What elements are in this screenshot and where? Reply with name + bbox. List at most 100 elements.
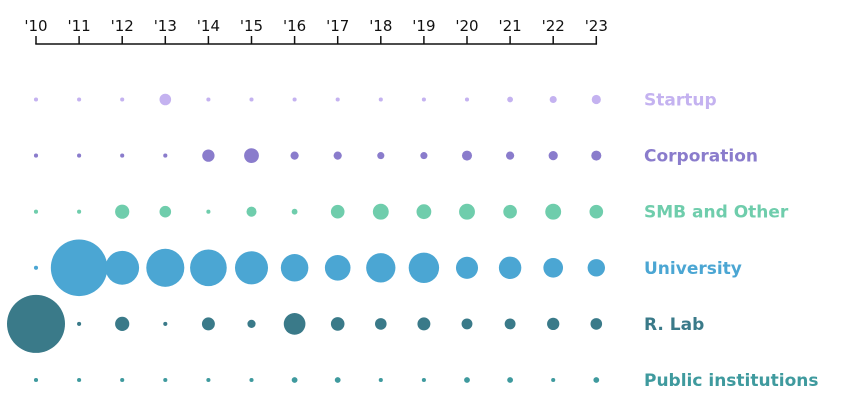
bubble (146, 248, 185, 287)
bubble (548, 151, 558, 161)
series-row: University (33, 239, 742, 297)
bubble (249, 377, 254, 383)
x-tick-label: '15 (240, 17, 263, 35)
bubble (375, 318, 387, 330)
bubble (206, 377, 211, 383)
bubble (246, 206, 257, 217)
bubble (206, 97, 211, 102)
bubble (77, 209, 82, 214)
series-row: Corporation (33, 147, 758, 167)
series-label: Public institutions (644, 371, 818, 391)
bubble (163, 377, 168, 383)
bubble (7, 294, 65, 353)
x-tick-label: '22 (542, 17, 565, 35)
bubble (163, 321, 168, 326)
bubble (333, 151, 342, 160)
bubble (507, 377, 513, 383)
bubble (77, 377, 82, 383)
bubble (291, 377, 298, 383)
bubble (105, 250, 140, 285)
bubble (366, 253, 396, 283)
bubble (506, 151, 515, 160)
x-tick-label: '10 (24, 17, 47, 35)
bubble (421, 377, 426, 383)
bubble (120, 377, 125, 383)
bubble (159, 205, 172, 218)
bubble (593, 377, 600, 383)
bubble (33, 209, 39, 214)
bubble (551, 377, 556, 383)
series-label: Corporation (644, 147, 758, 167)
bubble (503, 204, 517, 219)
x-tick-label: '18 (369, 17, 392, 35)
bubble (247, 319, 256, 328)
bubble (291, 208, 298, 215)
bubble (77, 97, 82, 102)
bubble (417, 317, 431, 331)
bubble (591, 94, 601, 105)
x-tick-label: '13 (154, 17, 177, 35)
bubble (77, 321, 82, 326)
bubble (206, 209, 211, 214)
bubble (324, 254, 351, 281)
series-row: SMB and Other (33, 203, 789, 223)
x-tick-label: '23 (585, 17, 608, 35)
x-tick-label: '12 (111, 17, 134, 35)
bubble (33, 377, 39, 383)
bubble (378, 97, 383, 102)
bubble (416, 204, 432, 220)
x-tick-label: '17 (326, 17, 349, 35)
series-label: R. Lab (644, 315, 704, 335)
bubble (159, 93, 172, 106)
bubble (330, 317, 345, 331)
bubble (115, 316, 130, 331)
bubble (290, 151, 299, 160)
bubble (455, 256, 479, 279)
bubble (547, 317, 560, 331)
series-row: Startup (33, 91, 717, 111)
bubble (543, 257, 564, 278)
bubble (33, 265, 39, 270)
bubble (549, 95, 557, 104)
bubble (507, 96, 513, 103)
bubble (330, 204, 345, 219)
bubble (120, 97, 125, 102)
bubble (378, 377, 383, 383)
bubble (420, 152, 428, 160)
bubble (115, 204, 130, 219)
bubble (498, 256, 522, 280)
x-tick-label: '19 (412, 17, 435, 35)
bubble (202, 149, 215, 162)
bubble (77, 153, 82, 158)
bubble (292, 97, 297, 102)
bubble (234, 251, 269, 285)
bubble (334, 377, 341, 383)
x-tick-label: '11 (67, 17, 90, 35)
bubble (504, 318, 516, 330)
bubble (464, 377, 470, 383)
bubble (163, 153, 168, 158)
x-axis: '10 '11 '12 '13 '14 '15 '16 '17 '18 '19 '20 '21 '22 '… (24, 17, 608, 45)
bubble (120, 153, 125, 158)
bubble (587, 259, 605, 277)
bubble (461, 150, 473, 161)
bubble (280, 254, 309, 282)
bubble (33, 97, 39, 102)
bubble (50, 239, 108, 297)
series-label: Startup (644, 91, 717, 111)
bubble (545, 203, 562, 220)
x-tick-label: '16 (283, 17, 306, 35)
series-label: University (644, 259, 742, 279)
bubble (459, 203, 475, 220)
bubble (335, 97, 340, 102)
bubble (249, 97, 254, 102)
bubble (591, 150, 602, 161)
series-row: Public institutions (33, 371, 818, 391)
x-tick-label: '21 (498, 17, 521, 35)
bubble (201, 317, 215, 331)
series-row: R. Lab (7, 294, 704, 353)
bubble (372, 203, 389, 220)
bubble (590, 318, 603, 330)
bubble (408, 252, 440, 284)
